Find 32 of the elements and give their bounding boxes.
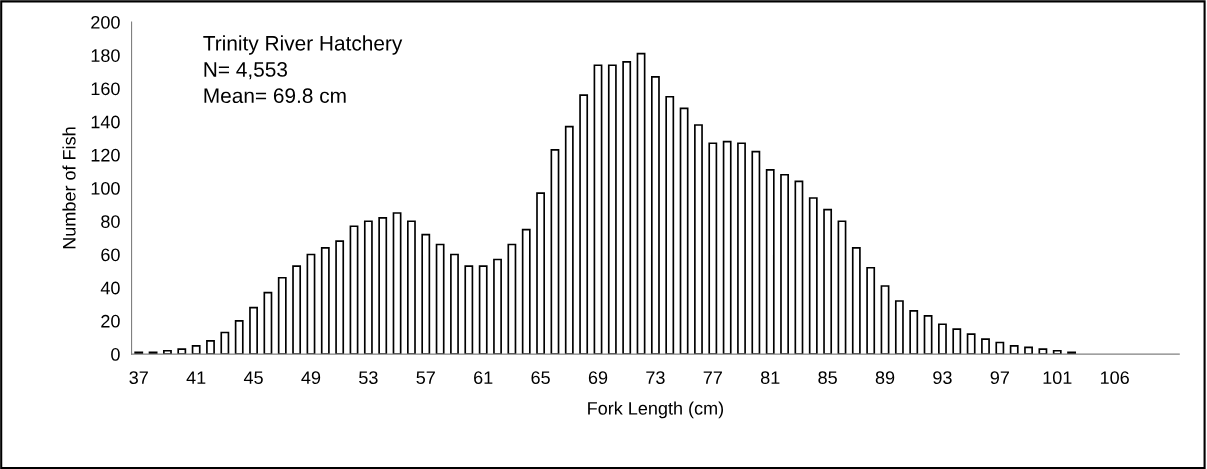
x-tick-label: 45 [243,371,263,385]
y-tick-label: 200 [91,15,120,29]
x-tick-label: 69 [588,371,608,385]
y-axis-title: Number of Fish [62,127,76,249]
x-tick-label: 106 [1100,371,1129,385]
annotation: Trinity River Hatchery N= 4,553 Mean= 69.8 cm [203,35,403,104]
x-tick-label: 57 [416,371,435,385]
x-tick-label: 81 [760,371,780,385]
x-tick-label: 73 [646,371,665,385]
y-tick-label: 120 [91,148,120,162]
x-tick-label: 89 [875,371,895,385]
x-tick-label: 97 [990,371,1009,385]
y-tick-label: 0 [111,348,120,361]
y-tick-label: 160 [91,82,120,96]
x-tick-label: 93 [933,371,952,385]
y-tick-label: 180 [91,49,120,62]
x-tick-label: 61 [474,371,493,385]
x-tick-label: 101 [1043,371,1072,385]
y-tick-label: 20 [101,314,120,328]
y-tick-label: 140 [91,115,120,129]
y-tick-label: 80 [101,215,120,228]
x-tick-label: 65 [531,371,550,385]
x-tick-label: 41 [186,371,206,384]
x-tick-label: 37 [129,371,148,385]
y-tick-label: 60 [101,248,120,262]
x-tick-label: 49 [301,371,321,385]
x-tick-label: 85 [818,371,837,385]
y-tick-label: 100 [91,182,120,195]
x-tick-label: 53 [359,371,378,385]
y-tick-label: 40 [100,281,120,295]
x-tick-label: 77 [703,371,722,384]
x-axis-title: Fork Length (cm) [588,401,724,419]
